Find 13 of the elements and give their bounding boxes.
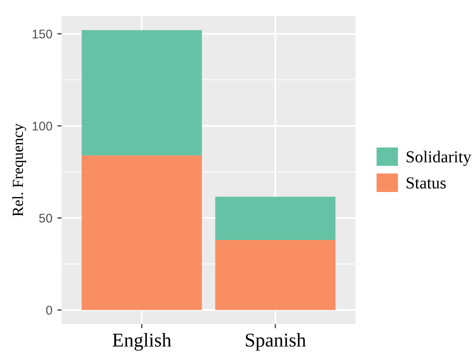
bar <box>215 196 336 240</box>
x-tick-label: Spanish <box>246 333 306 351</box>
y-tick-label: 50 <box>39 214 52 223</box>
legend-label: Solidarity <box>406 150 472 166</box>
bar <box>82 155 202 310</box>
y-tick-label: 100 <box>32 122 52 131</box>
y-axis-title: Rel. Frequency <box>12 123 26 216</box>
x-tick-label: English <box>112 333 172 351</box>
y-tick-label: 150 <box>32 30 52 38</box>
bar <box>82 30 202 156</box>
legend-label: Status <box>406 177 446 189</box>
bar <box>215 240 336 310</box>
y-tick-label: 0 <box>46 306 52 315</box>
